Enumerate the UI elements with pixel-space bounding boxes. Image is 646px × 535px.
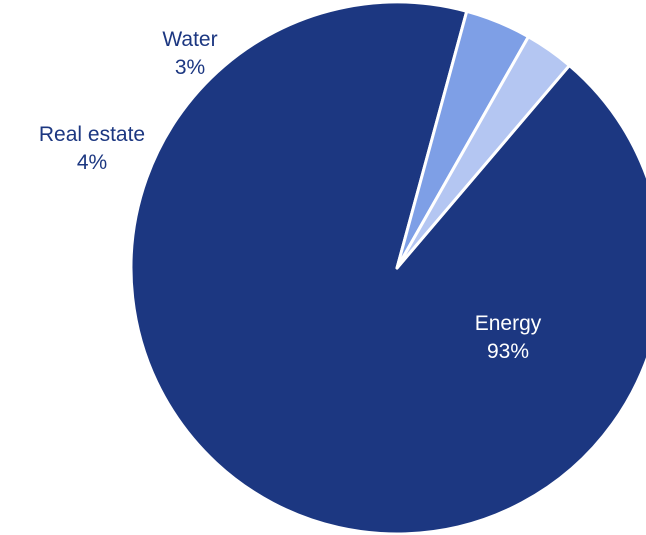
- pie-slice-energy: [129, 0, 646, 535]
- slice-percent-label: 93%: [487, 340, 529, 363]
- data-label-energy: Energy 93%: [475, 312, 542, 363]
- pie-labels: Energy 93% Real estate 4% Water 3%: [39, 28, 542, 363]
- slice-name-label: Water: [162, 28, 217, 51]
- pie-slices: [129, 0, 646, 535]
- data-label-real-estate: Real estate 4%: [39, 123, 145, 174]
- slice-percent-label: 3%: [175, 56, 205, 79]
- slice-percent-label: 4%: [77, 151, 107, 174]
- data-label-water: Water 3%: [162, 28, 217, 79]
- pie-slice-water: [395, 35, 571, 270]
- slice-name-label: Real estate: [39, 123, 145, 146]
- slice-name-label: Energy: [475, 312, 542, 335]
